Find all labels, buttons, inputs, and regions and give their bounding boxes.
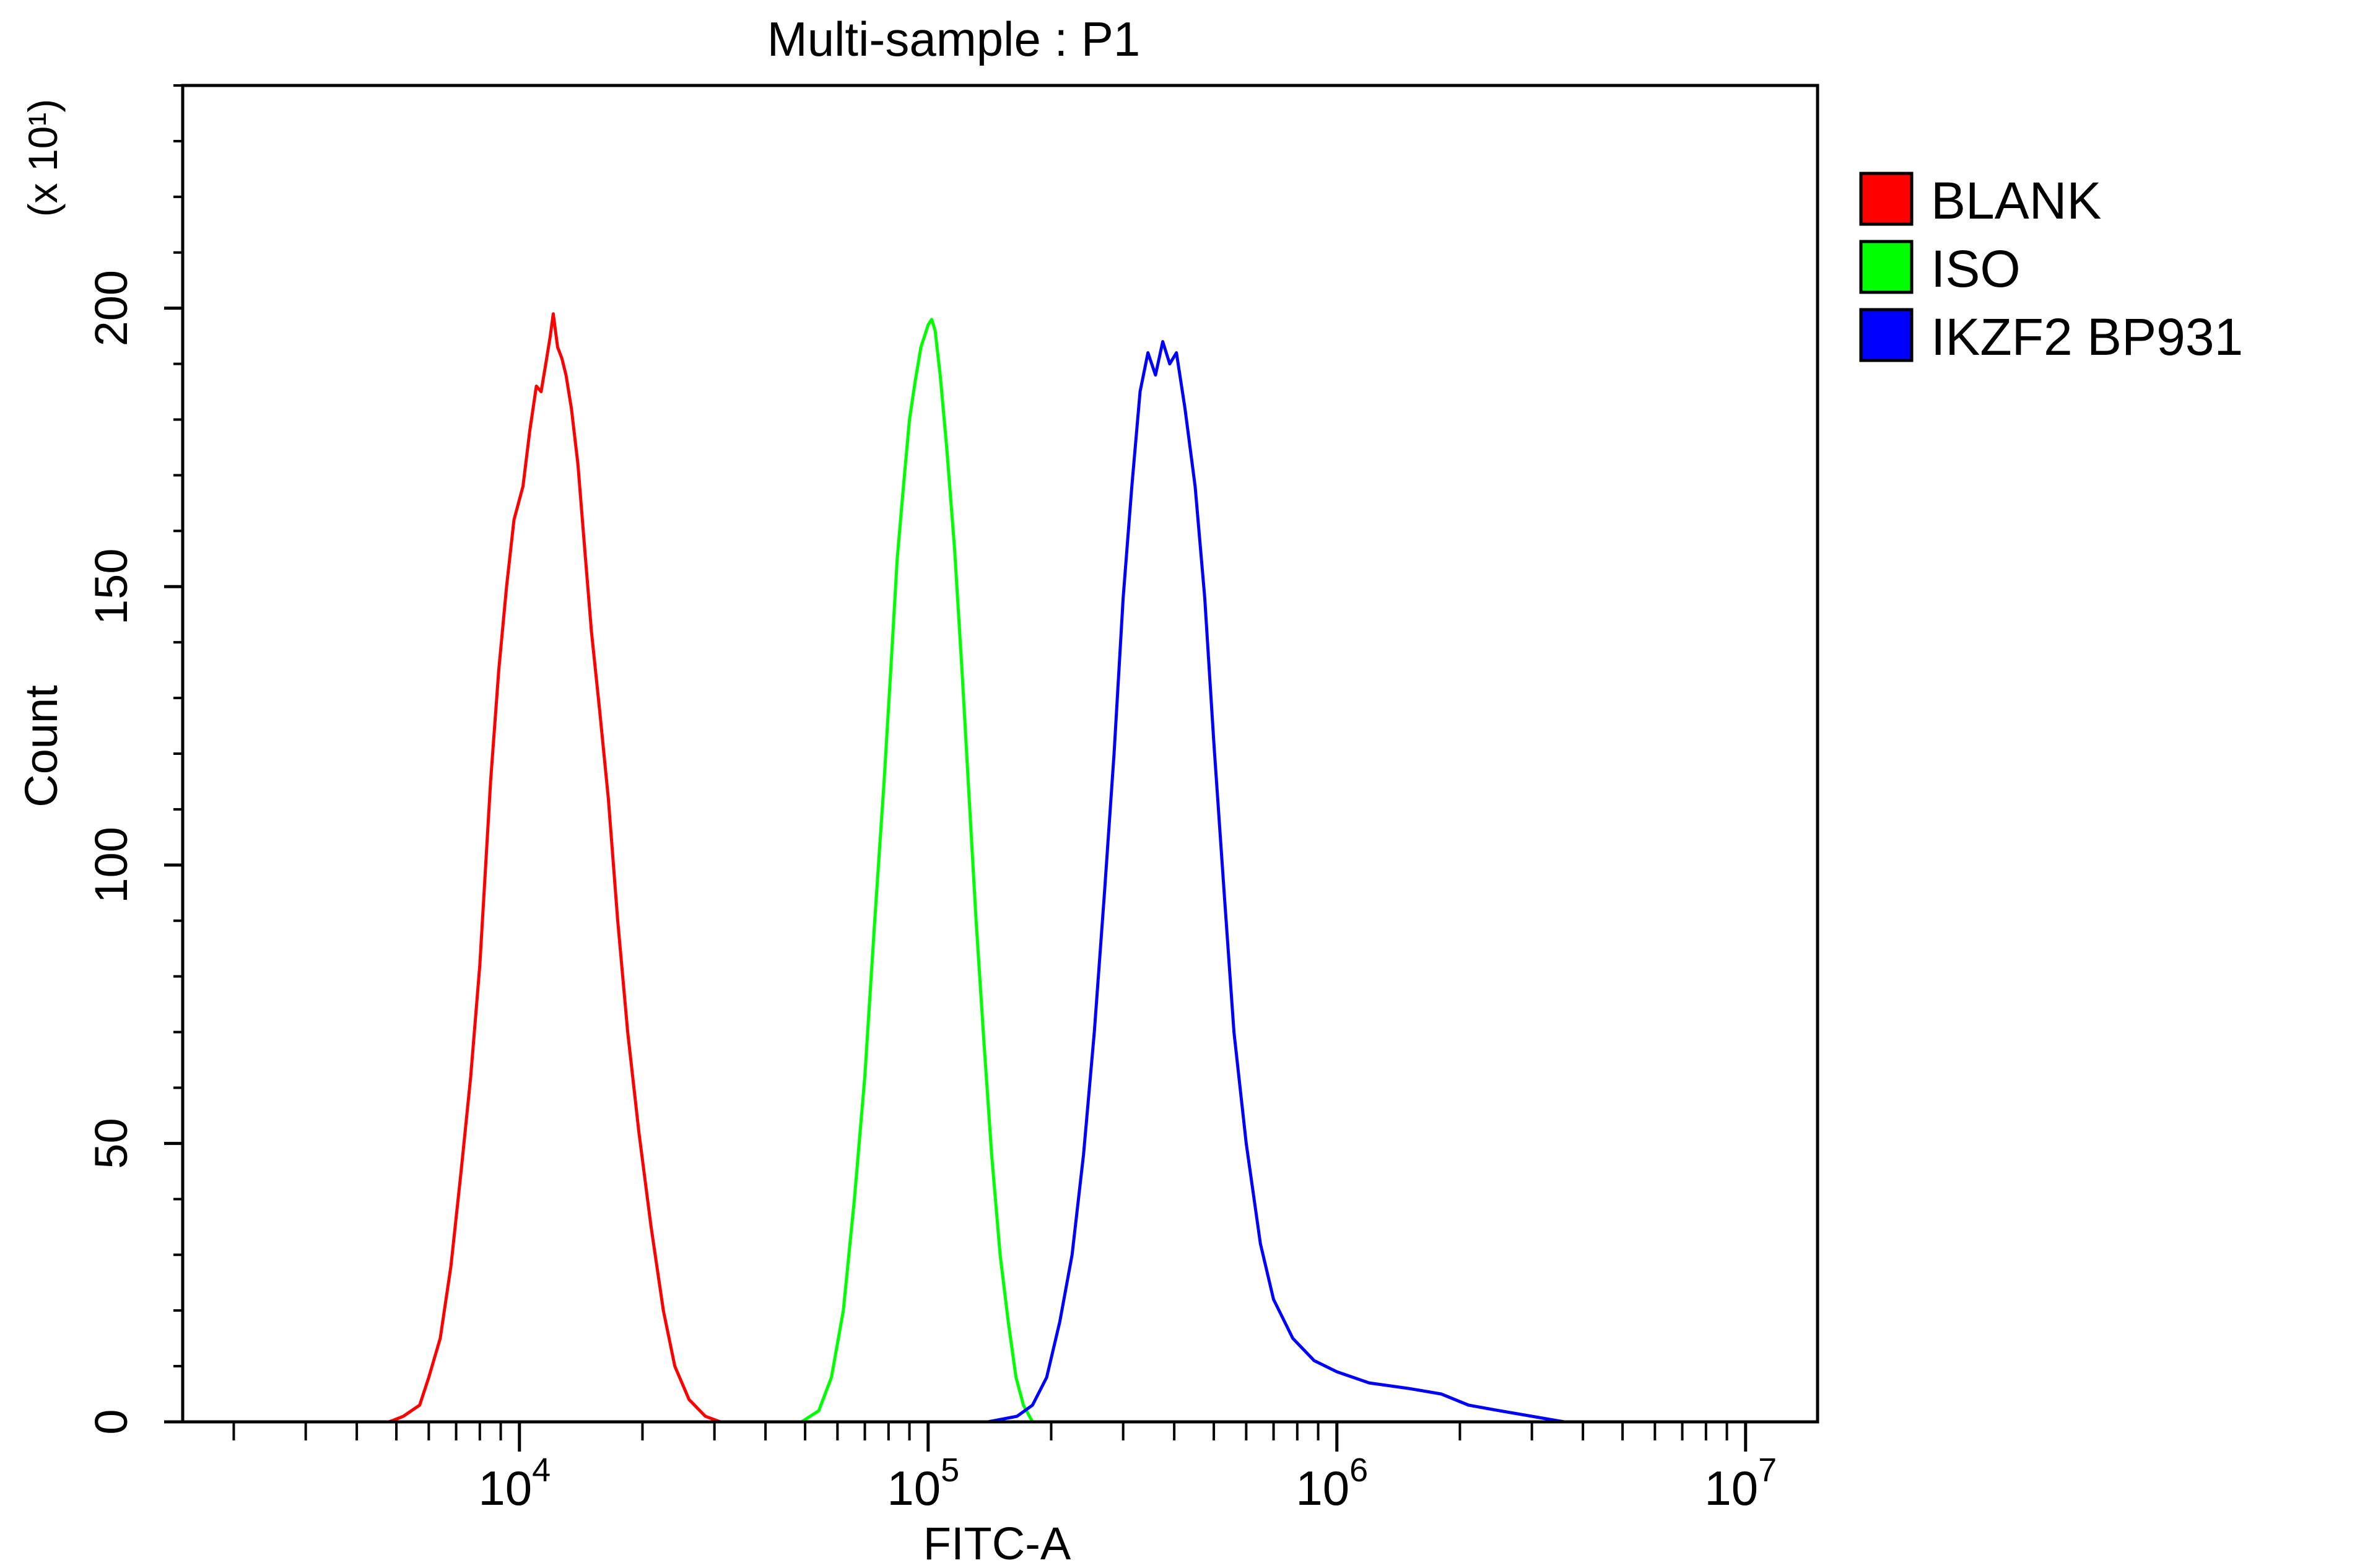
series-line-2 — [800, 318, 1034, 1424]
x-tick-exponent: 6 — [1349, 1452, 1368, 1489]
x-tick-exponent: 7 — [1758, 1452, 1777, 1489]
legend-label: BLANK — [1931, 172, 2101, 230]
x-tick-label: 104 — [478, 1452, 551, 1515]
chart-title: Multi-sample : P1 — [767, 12, 1141, 66]
x-tick-exponent: 5 — [941, 1452, 959, 1489]
legend-swatch — [1859, 308, 1914, 362]
y-tick-label: 0 — [85, 1409, 137, 1434]
legend: BLANK ISO IKZF2 BP931 — [1859, 172, 2243, 366]
x-tick-exponent: 4 — [532, 1452, 551, 1489]
y-tick-label: 50 — [85, 1118, 137, 1169]
y-tick-label: 200 — [85, 270, 137, 346]
y-axis-label: Count — [15, 685, 67, 808]
series-line-3 — [987, 340, 1565, 1424]
legend-swatch — [1859, 172, 1914, 226]
legend-label: IKZF2 BP931 — [1931, 308, 2243, 366]
series-layer — [388, 312, 1565, 1424]
y-scale-note: (x 10¹) — [20, 99, 66, 217]
y-tick-label: 150 — [85, 549, 137, 625]
series-line-1 — [388, 312, 721, 1424]
legend-label: ISO — [1931, 240, 2021, 298]
plot-frame — [181, 84, 1819, 1424]
legend-swatch — [1859, 240, 1914, 294]
x-axis-label: FITC-A — [923, 1518, 1071, 1565]
y-tick-label: 100 — [85, 827, 137, 903]
